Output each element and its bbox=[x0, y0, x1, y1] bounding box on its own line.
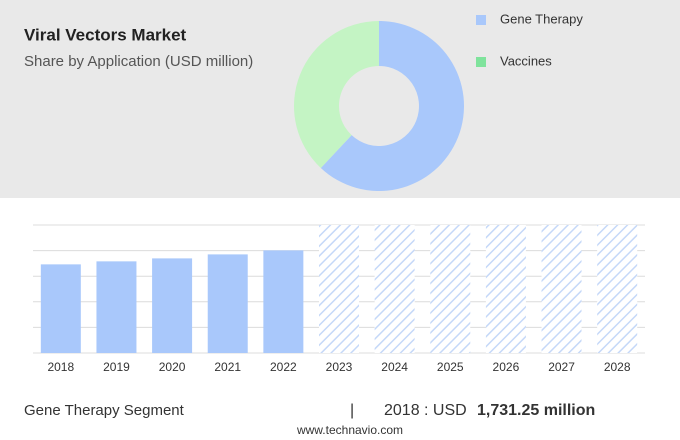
x-tick-label: 2028 bbox=[604, 360, 631, 374]
forecast-bar bbox=[485, 225, 526, 353]
x-tick-label: 2019 bbox=[103, 360, 130, 374]
donut-slice bbox=[294, 21, 379, 168]
legend-label: Vaccines bbox=[500, 53, 552, 68]
footer-year: 2018 : USD bbox=[384, 402, 467, 419]
forecast-bar bbox=[597, 225, 638, 353]
x-tick-label: 2027 bbox=[548, 360, 575, 374]
footer-segment: Gene Therapy Segment bbox=[24, 402, 185, 419]
bar bbox=[263, 250, 304, 353]
bar bbox=[152, 258, 193, 353]
source: www.technavio.com bbox=[296, 423, 403, 437]
x-tick-label: 2018 bbox=[47, 360, 74, 374]
x-tick-label: 2020 bbox=[159, 360, 186, 374]
legend-label: Gene Therapy bbox=[500, 11, 583, 26]
bar bbox=[96, 261, 137, 353]
legend-swatch bbox=[476, 15, 486, 25]
x-tick-label: 2021 bbox=[214, 360, 241, 374]
x-tick-label: 2022 bbox=[270, 360, 297, 374]
footer-separator: | bbox=[350, 402, 354, 419]
legend-swatch bbox=[476, 57, 486, 67]
chart-subtitle: Share by Application (USD million) bbox=[24, 53, 253, 70]
footer-value: 1,731.25 million bbox=[477, 402, 595, 419]
x-tick-label: 2024 bbox=[381, 360, 408, 374]
forecast-bar bbox=[374, 225, 415, 353]
x-tick-label: 2025 bbox=[437, 360, 464, 374]
forecast-bar bbox=[319, 225, 359, 353]
donut-slice bbox=[320, 21, 465, 192]
forecast-bar bbox=[430, 225, 471, 353]
bar bbox=[207, 254, 248, 353]
bar bbox=[40, 264, 81, 353]
x-tick-label: 2023 bbox=[326, 360, 353, 374]
chart-title: Viral Vectors Market bbox=[24, 25, 187, 44]
x-tick-label: 2026 bbox=[493, 360, 520, 374]
forecast-bar bbox=[541, 225, 582, 353]
